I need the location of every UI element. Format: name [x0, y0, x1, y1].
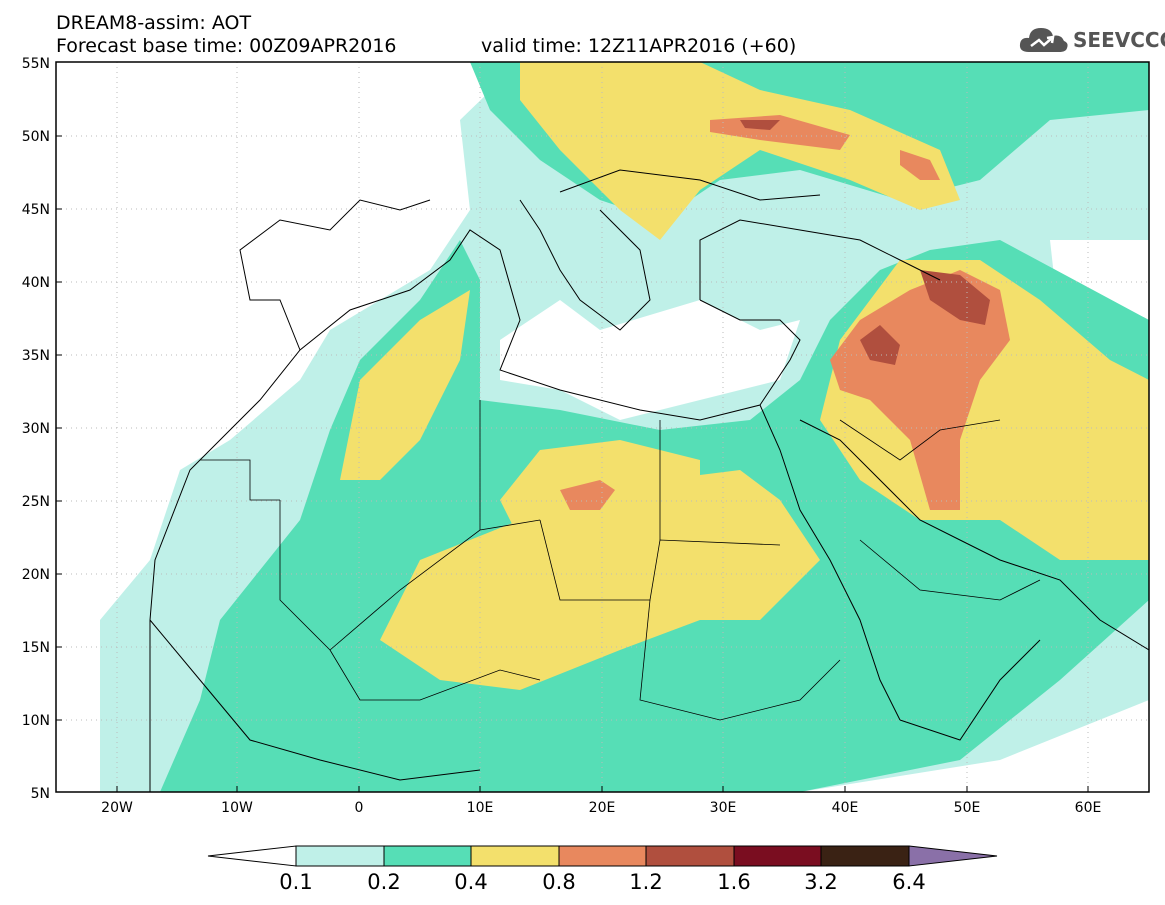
- forecast-base-time: Forecast base time: 00Z09APR2016: [56, 35, 397, 57]
- colorbar-min-arrow: [207, 845, 297, 867]
- lat-label: 10N: [22, 713, 50, 729]
- colorbar-label: 0.8: [542, 870, 576, 894]
- longitude-labels: 20W 10W 0 10E 20E 30E 40E 50E 60E: [101, 800, 1101, 816]
- lat-label: 15N: [22, 640, 50, 656]
- colorbar-segment: [733, 845, 822, 867]
- lat-label: 30N: [22, 421, 50, 437]
- colorbar-segment: [645, 845, 735, 867]
- coastlines: [149, 169, 1149, 792]
- country-borders: [200, 400, 1041, 721]
- colorbar-segment: [558, 845, 647, 867]
- colorbar-max-arrow: [908, 845, 998, 867]
- colorbar-label: 1.2: [629, 870, 663, 894]
- lon-label: 60E: [1075, 800, 1102, 816]
- lon-label: 10W: [221, 800, 253, 816]
- colorbar: [207, 845, 998, 867]
- map-title: DREAM8-assim: AOT: [56, 12, 252, 34]
- colorbar-label: 0.1: [279, 870, 313, 894]
- latitude-labels: 55N 50N 45N 40N 35N 30N 25N 20N 15N 10N …: [22, 56, 50, 802]
- lon-label: 20W: [101, 800, 133, 816]
- lat-label: 55N: [22, 56, 50, 72]
- colorbar-segment: [295, 845, 385, 867]
- lon-label: 50E: [954, 800, 981, 816]
- lat-label: 5N: [31, 786, 50, 802]
- lon-label: 20E: [589, 800, 616, 816]
- cloud-logo-icon: [1019, 28, 1068, 52]
- lat-label: 20N: [22, 567, 50, 583]
- lat-label: 45N: [22, 202, 50, 218]
- colorbar-segment: [470, 845, 560, 867]
- axis-ticks: [56, 135, 1089, 792]
- lon-label: 30E: [710, 800, 737, 816]
- logo-text: SEEVCCC: [1073, 28, 1165, 52]
- lon-label: 10E: [467, 800, 494, 816]
- colorbar-segment: [820, 845, 910, 867]
- colorbar-label: 6.4: [892, 870, 926, 894]
- lon-label: 40E: [832, 800, 859, 816]
- lat-label: 35N: [22, 348, 50, 364]
- colorbar-segment: [383, 845, 472, 867]
- lat-label: 25N: [22, 494, 50, 510]
- lat-label: 50N: [22, 129, 50, 145]
- lat-label: 40N: [22, 275, 50, 291]
- colorbar-label: 0.4: [454, 870, 488, 894]
- colorbar-label: 0.2: [367, 870, 401, 894]
- colorbar-label: 1.6: [717, 870, 751, 894]
- valid-time: valid time: 12Z11APR2016 (+60): [481, 35, 797, 57]
- lon-label: 0: [355, 800, 364, 816]
- seevccc-logo: SEEVCCC: [1017, 23, 1165, 57]
- colorbar-label: 3.2: [804, 870, 838, 894]
